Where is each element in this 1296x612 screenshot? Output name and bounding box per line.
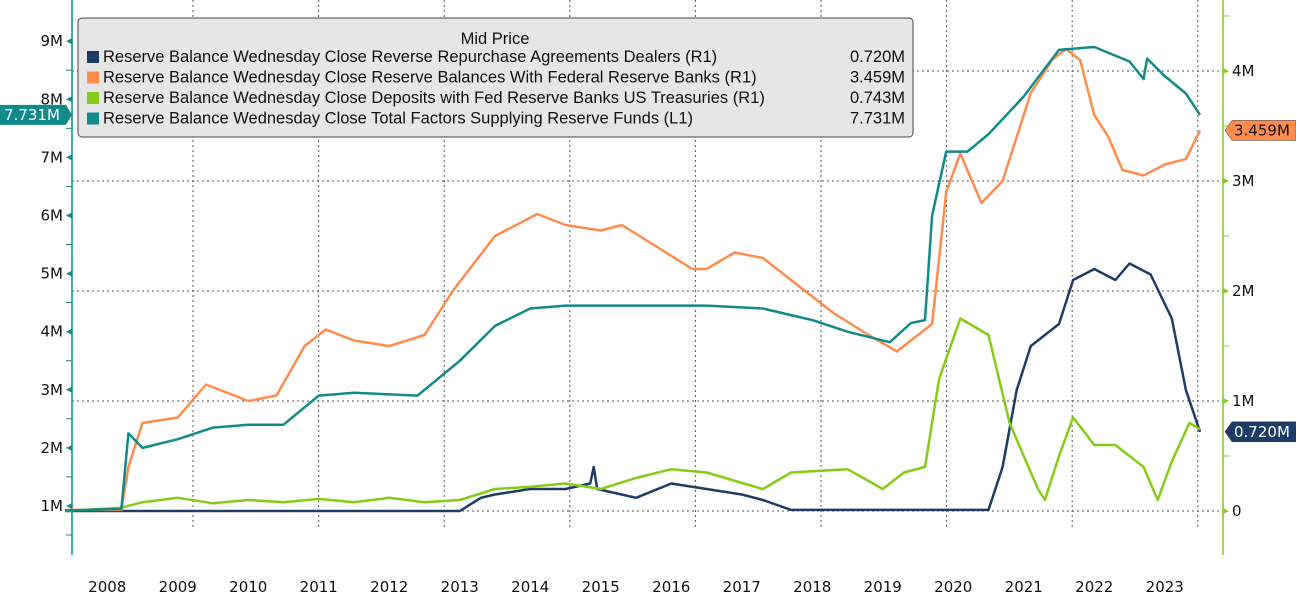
x-tick-label: 2008	[88, 578, 126, 596]
x-tick-label: 2022	[1075, 578, 1113, 596]
right-tick-mark	[1223, 178, 1229, 184]
left-tick-mark	[66, 386, 72, 393]
x-tick-label: 2010	[229, 578, 267, 596]
left-tick-label: 9M	[41, 32, 64, 50]
left-tick-mark	[66, 38, 72, 45]
x-tick-label: 2017	[723, 578, 761, 596]
legend-swatch	[87, 92, 99, 104]
x-tick-label: 2016	[652, 578, 690, 596]
value-tag-label: 3.459M	[1234, 121, 1290, 139]
legend-entry-name: Reserve Balance Wednesday Close Reserve …	[103, 69, 757, 87]
series-line-3	[64, 45, 1202, 512]
x-tick-label: 2014	[511, 578, 549, 596]
value-tag-label: 7.731M	[4, 106, 60, 124]
series-line-2	[64, 317, 1201, 513]
left-tick-label: 1M	[41, 497, 64, 515]
legend-entry-value: 3.459M	[850, 69, 905, 87]
legend-swatch	[87, 71, 99, 84]
left-tick-label: 6M	[41, 207, 64, 225]
right-tick-mark	[1223, 398, 1229, 404]
value-tags: 7.731M 3.459M 0.720M	[0, 104, 1296, 443]
legend-swatch	[87, 51, 99, 63]
x-tick-label: 2015	[582, 578, 620, 596]
x-tick-label: 2012	[370, 578, 408, 596]
axes: 1M 2M 3M 4M 5M 6M 7M 8M 9M 0 1M 2M 3M 4M 2008 2009 2010 2…	[41, 0, 1255, 596]
x-tick-label: 2013	[441, 578, 479, 596]
legend-entry-name: Reserve Balance Wednesday Close Reverse …	[103, 48, 717, 66]
legend-title: Mid Price	[461, 30, 530, 48]
x-tick-label: 2019	[864, 578, 902, 596]
x-tick-label: 2023	[1146, 578, 1184, 596]
x-tick-label: 2018	[793, 578, 831, 596]
x-tick-label: 2020	[934, 578, 972, 596]
legend[interactable]: Mid Price Reserve Balance Wednesday Clos…	[77, 17, 914, 138]
series-line-0	[65, 262, 1202, 513]
series-lines	[64, 45, 1202, 513]
right-tick-mark	[1223, 288, 1229, 294]
x-tick-label: 2011	[300, 578, 338, 596]
value-tag-label: 0.720M	[1234, 423, 1290, 441]
right-tick-mark	[1223, 508, 1229, 514]
value-tag	[1224, 421, 1296, 443]
left-tick-label: 7M	[41, 148, 64, 166]
right-tick-label: 1M	[1232, 392, 1255, 410]
left-tick-mark	[66, 154, 72, 161]
left-tick-mark	[66, 96, 72, 103]
legend-entry-name: Reserve Balance Wednesday Close Total Fa…	[103, 110, 693, 128]
left-tick-mark	[66, 328, 72, 335]
left-tick-mark	[66, 444, 72, 451]
left-tick-label: 5M	[41, 265, 64, 283]
right-tick-label: 2M	[1232, 282, 1255, 300]
legend-entry-value: 0.720M	[850, 48, 905, 66]
left-tick-label: 3M	[41, 381, 64, 399]
left-tick-label: 2M	[41, 439, 64, 457]
left-tick-mark	[66, 503, 72, 509]
right-tick-label: 0	[1232, 502, 1242, 520]
left-tick-mark	[66, 270, 72, 277]
left-tick-label: 4M	[41, 323, 64, 341]
legend-swatch	[87, 112, 99, 125]
x-tick-label: 2021	[1005, 578, 1043, 596]
right-tick-mark	[1223, 68, 1229, 74]
x-tick-label: 2009	[159, 578, 197, 596]
right-tick-label: 4M	[1232, 62, 1255, 80]
value-tag	[1224, 120, 1296, 141]
left-tick-mark	[66, 212, 72, 219]
right-tick-label: 3M	[1232, 172, 1255, 190]
legend-entry-value: 0.743M	[850, 89, 905, 107]
value-tag	[0, 104, 72, 125]
series-line-1	[65, 47, 1202, 512]
left-tick-label: 8M	[41, 90, 64, 108]
legend-entry-value: 7.731M	[850, 110, 905, 128]
legend-entry-name: Reserve Balance Wednesday Close Deposits…	[103, 89, 765, 107]
